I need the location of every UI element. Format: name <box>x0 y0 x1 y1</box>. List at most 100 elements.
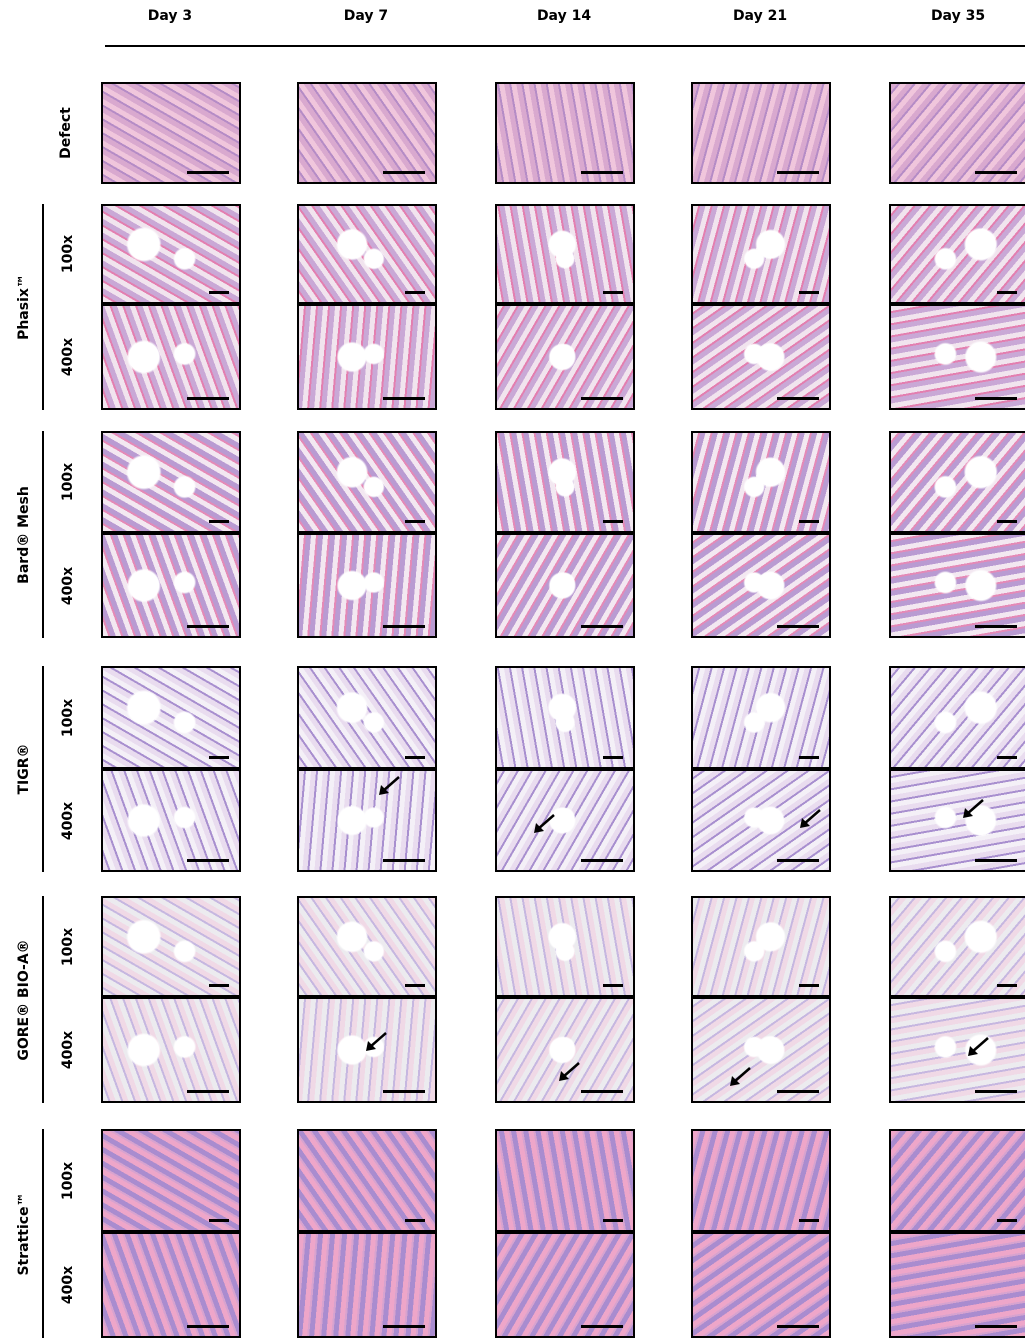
scale-bar <box>383 625 425 628</box>
scale-bar <box>209 291 229 294</box>
histology-image <box>101 896 241 997</box>
histology-image <box>889 997 1025 1103</box>
group-label: GORE® BIO-A® <box>16 939 32 1060</box>
scale-bar <box>405 756 425 759</box>
group-label: Bard® Mesh <box>16 486 32 584</box>
scale-bar <box>777 171 819 174</box>
scale-bar <box>209 756 229 759</box>
scale-bar <box>187 171 229 174</box>
histology-image <box>297 769 437 872</box>
scale-bar <box>603 520 623 523</box>
scale-bar <box>603 984 623 987</box>
scale-bar <box>799 756 819 759</box>
scale-bar <box>777 397 819 400</box>
histology-image <box>101 82 241 184</box>
scale-bar <box>777 1090 819 1093</box>
scale-bar <box>405 1219 425 1222</box>
scale-bar <box>383 859 425 862</box>
histology-image <box>691 533 831 638</box>
scale-bar <box>975 397 1017 400</box>
scale-bar <box>997 1219 1017 1222</box>
arrow <box>557 1059 583 1085</box>
histology-image <box>889 204 1025 304</box>
group-bracket <box>42 896 44 1103</box>
scale-bar <box>799 1219 819 1222</box>
histology-image <box>889 304 1025 410</box>
histology-image <box>691 666 831 769</box>
histology-image <box>297 204 437 304</box>
histology-image <box>889 666 1025 769</box>
group-bracket <box>42 204 44 410</box>
histology-image <box>297 666 437 769</box>
column-header: Day 35 <box>888 8 1025 24</box>
histology-image <box>101 997 241 1103</box>
histology-image <box>495 896 635 997</box>
magnification-label: 400x <box>60 566 76 604</box>
magnification-label: 100x <box>60 463 76 501</box>
scale-bar <box>405 984 425 987</box>
arrow <box>728 1064 754 1090</box>
magnification-label: 100x <box>60 1161 76 1199</box>
scale-bar <box>777 625 819 628</box>
scale-bar <box>383 397 425 400</box>
scale-bar <box>581 625 623 628</box>
histology-image <box>495 666 635 769</box>
arrow <box>961 796 987 822</box>
histology-image <box>889 431 1025 533</box>
scale-bar <box>581 171 623 174</box>
scale-bar <box>187 397 229 400</box>
scale-bar <box>975 1090 1017 1093</box>
group-label: Phasix™ <box>16 274 32 340</box>
column-header: Day 3 <box>100 8 240 24</box>
histology-image <box>495 204 635 304</box>
column-header: Day 14 <box>494 8 634 24</box>
group-label: Defect <box>58 107 74 159</box>
scale-bar <box>997 984 1017 987</box>
histology-image <box>101 204 241 304</box>
scale-bar <box>799 291 819 294</box>
histology-image <box>691 997 831 1103</box>
scale-bar <box>777 859 819 862</box>
histology-image <box>691 1129 831 1232</box>
histology-image <box>101 666 241 769</box>
histology-image <box>495 82 635 184</box>
group-label: TIGR® <box>16 743 32 794</box>
histology-image <box>297 304 437 410</box>
scale-bar <box>603 291 623 294</box>
histology-image <box>691 1232 831 1338</box>
histology-image <box>297 533 437 638</box>
scale-bar <box>383 1090 425 1093</box>
histology-image <box>495 431 635 533</box>
scale-bar <box>975 859 1017 862</box>
histology-image <box>691 896 831 997</box>
scale-bar <box>581 397 623 400</box>
scale-bar <box>187 1325 229 1328</box>
scale-bar <box>383 171 425 174</box>
arrow <box>377 773 403 799</box>
histology-image <box>691 82 831 184</box>
magnification-label: 100x <box>60 235 76 273</box>
scale-bar <box>799 520 819 523</box>
column-header: Day 7 <box>296 8 436 24</box>
scale-bar <box>581 1325 623 1328</box>
scale-bar <box>975 625 1017 628</box>
scale-bar <box>777 1325 819 1328</box>
scale-bar <box>405 520 425 523</box>
histology-image <box>297 82 437 184</box>
scale-bar <box>187 625 229 628</box>
histology-image <box>297 1129 437 1232</box>
scale-bar <box>799 984 819 987</box>
histology-image <box>889 896 1025 997</box>
histology-image <box>495 533 635 638</box>
scale-bar <box>405 291 425 294</box>
histology-image <box>101 1129 241 1232</box>
figure: Day 3Day 7Day 14Day 21Day 35DefectPhasix… <box>0 0 1025 1338</box>
arrow <box>798 806 824 832</box>
magnification-label: 400x <box>60 1031 76 1069</box>
scale-bar <box>975 171 1017 174</box>
magnification-label: 400x <box>60 801 76 839</box>
arrow <box>966 1034 992 1060</box>
scale-bar <box>603 756 623 759</box>
histology-image <box>101 431 241 533</box>
histology-image <box>297 431 437 533</box>
